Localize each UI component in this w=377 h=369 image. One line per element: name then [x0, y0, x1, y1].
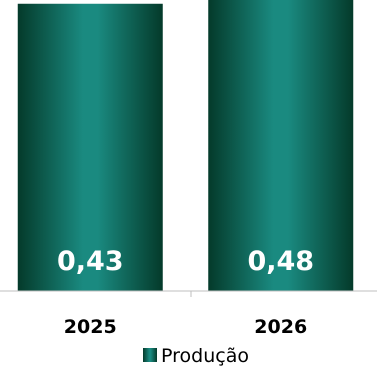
bars-layer	[17, 0, 354, 292]
bar-2026	[208, 0, 354, 292]
data-label-2025: 0,43	[57, 246, 124, 277]
legend: Produção	[143, 345, 249, 367]
bar-2025	[17, 3, 163, 291]
legend-label: Produção	[161, 345, 249, 367]
x-tick-label-2026: 2026	[254, 316, 307, 338]
data-label-2026: 0,48	[247, 246, 314, 277]
x-tick-label-2025: 2025	[64, 316, 117, 338]
legend-swatch	[143, 348, 157, 362]
labels-layer: 0,43 2025 0,48 2026	[57, 246, 314, 338]
